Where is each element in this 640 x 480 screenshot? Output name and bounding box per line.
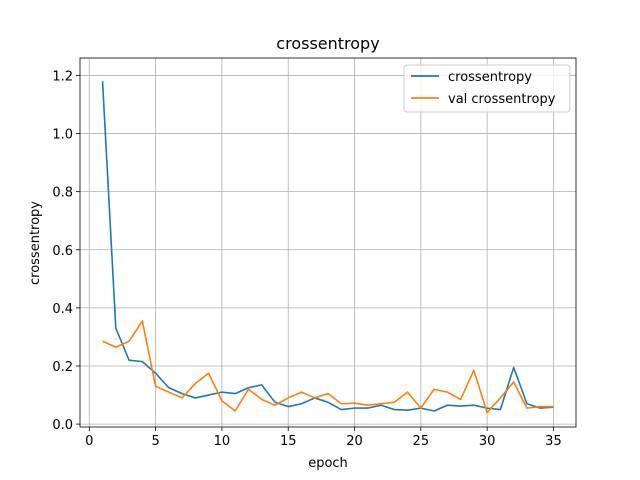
axes: 0 5 10 15 20 25 30 35 0.0 0.2 0.4 0.6 0.8 1.0 1.2 xyxy=(52,57,577,449)
y-tick-label: 0.6 xyxy=(52,244,73,259)
y-tick-label: 0.4 xyxy=(52,302,73,317)
series-line-1 xyxy=(102,320,554,414)
series-layer xyxy=(101,81,554,414)
y-tick-label: 1.0 xyxy=(52,128,73,143)
x-tick-label: 5 xyxy=(151,434,159,449)
series-line-0 xyxy=(101,81,554,412)
legend-label: val crossentropy xyxy=(448,92,556,107)
x-axis-label: epoch xyxy=(308,456,348,471)
y-tick-label: 1.2 xyxy=(52,69,73,84)
x-tick-label: 15 xyxy=(280,434,297,449)
y-tick-label: 0.0 xyxy=(52,418,73,433)
plot-frame xyxy=(79,57,577,428)
chart-title: crossentropy xyxy=(276,34,379,53)
legend-box xyxy=(403,64,571,113)
x-tick-label: 0 xyxy=(85,434,93,449)
x-tick-label: 25 xyxy=(413,434,430,449)
y-axis-label: crossentropy xyxy=(28,201,43,285)
y-tick-label: 0.2 xyxy=(52,360,73,375)
x-tick-label: 35 xyxy=(545,434,562,449)
legend: crossentropy val crossentropy xyxy=(403,64,571,113)
grid xyxy=(80,58,576,427)
x-tick-label: 10 xyxy=(214,434,231,449)
x-tick-label: 20 xyxy=(346,434,363,449)
x-tick-label: 30 xyxy=(479,434,496,449)
y-tick-label: 0.8 xyxy=(52,186,73,201)
legend-label: crossentropy xyxy=(448,70,532,85)
